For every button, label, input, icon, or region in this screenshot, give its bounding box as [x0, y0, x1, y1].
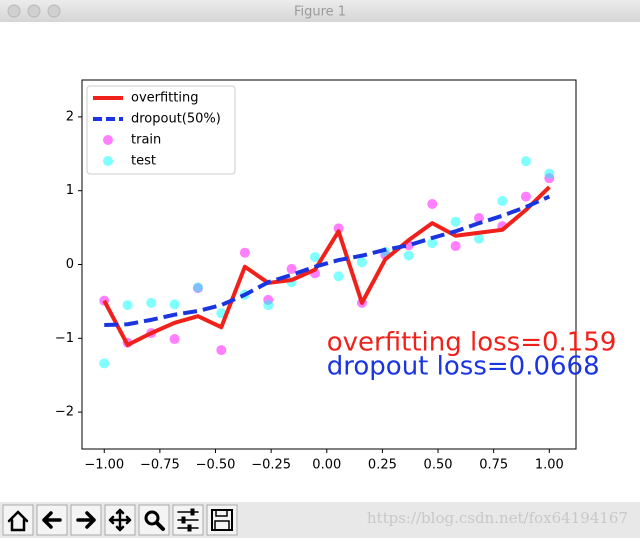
- legend: [86, 85, 236, 175]
- x-tick-label: 0.00: [312, 458, 341, 473]
- scatter-point: [403, 250, 414, 261]
- configure-button[interactable]: [172, 504, 204, 536]
- scatter-point: [192, 282, 203, 293]
- scatter-point: [263, 300, 274, 311]
- zoom-button[interactable]: [47, 4, 61, 18]
- scatter-point: [309, 252, 320, 263]
- legend-label: test: [131, 154, 156, 169]
- scatter-point: [450, 241, 461, 252]
- scatter-point: [427, 198, 438, 209]
- scatter-point: [520, 156, 531, 167]
- x-tick-label: 1.00: [535, 458, 564, 473]
- scatter-point: [473, 233, 484, 244]
- minimize-button[interactable]: [27, 4, 41, 18]
- scatter-point: [333, 271, 344, 282]
- scatter-point: [286, 263, 297, 274]
- series-line: [104, 194, 551, 328]
- scatter-point: [99, 358, 110, 369]
- pan-button[interactable]: [104, 504, 136, 536]
- zoom-tool-button[interactable]: [138, 504, 170, 536]
- scatter-point: [122, 300, 133, 311]
- series-line: [102, 185, 551, 347]
- scatter-point: [239, 247, 250, 258]
- scatter-point: [497, 196, 508, 207]
- watermark: https://blog.csdn.net/fox64194167: [367, 509, 628, 527]
- scatter-point: [450, 216, 461, 227]
- y-tick-label: 1: [66, 183, 74, 198]
- legend-marker: [103, 135, 113, 145]
- legend-label: train: [131, 133, 161, 148]
- x-tick-label: −0.75: [140, 458, 180, 473]
- save-button[interactable]: [206, 504, 238, 536]
- y-tick-label: 0: [66, 257, 74, 272]
- window-title: Figure 1: [294, 5, 346, 20]
- x-tick-label: −0.25: [251, 458, 291, 473]
- annotation: dropout loss=0.0668: [327, 352, 600, 382]
- x-tick-label: −0.50: [196, 458, 236, 473]
- y-tick-label: −2: [55, 405, 74, 420]
- scatter-point: [356, 257, 367, 268]
- home-button[interactable]: [2, 504, 34, 536]
- plot: [99, 156, 555, 369]
- legend-label: dropout(50%): [131, 112, 221, 127]
- scatter-point: [427, 238, 438, 249]
- x-tick-label: −1.00: [84, 458, 124, 473]
- y-tick-label: 2: [66, 109, 74, 124]
- legend-label: overfitting: [131, 91, 198, 106]
- legend-marker: [103, 156, 113, 166]
- scatter-point: [146, 297, 157, 308]
- forward-button[interactable]: [70, 504, 102, 536]
- title-bar: [0, 0, 640, 22]
- y-tick-label: −1: [55, 331, 74, 346]
- scatter-point: [544, 168, 555, 179]
- scatter-point: [169, 299, 180, 310]
- scatter-point: [216, 345, 227, 356]
- x-tick-label: 0.75: [479, 458, 508, 473]
- close-button[interactable]: [7, 4, 21, 18]
- x-tick-label: 0.50: [424, 458, 453, 473]
- scatter-point: [169, 334, 180, 345]
- scatter-point: [520, 191, 531, 202]
- x-tick-label: 0.25: [368, 458, 397, 473]
- scatter-point: [333, 223, 344, 234]
- legend-entries: overfitting dropout(50%) train test: [93, 91, 221, 169]
- back-button[interactable]: [36, 504, 68, 536]
- annotation: overfitting loss=0.159: [327, 328, 617, 358]
